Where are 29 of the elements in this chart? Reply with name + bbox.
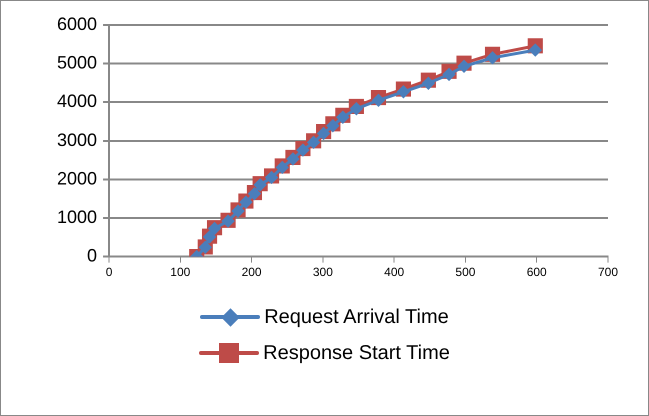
legend-label: Response Start Time	[263, 342, 450, 364]
y-tick-label: 2000	[56, 168, 98, 188]
x-tick-label: 500	[455, 265, 476, 280]
x-tick-label: 700	[598, 265, 618, 280]
x-tick-label: 0	[106, 265, 113, 280]
point	[317, 126, 330, 140]
point	[528, 44, 542, 57]
y-tick-label: 5000	[56, 52, 98, 73]
x-tick-label: 400	[384, 265, 404, 280]
point	[442, 68, 456, 81]
point	[350, 102, 363, 116]
point	[486, 51, 500, 64]
y-tick-label: 3000	[56, 130, 98, 150]
y-tick-label: 1000	[56, 206, 98, 227]
x-tick-label: 100	[170, 265, 191, 280]
y-tick-label: 0	[87, 246, 98, 266]
point	[458, 60, 471, 73]
point	[422, 76, 435, 90]
point	[296, 144, 310, 157]
legend-label: Request Arrival Time	[264, 306, 449, 328]
y-tick-label: 6000	[56, 14, 98, 34]
x-tick-label: 300	[312, 265, 334, 280]
point	[372, 94, 385, 107]
point	[336, 110, 350, 124]
x-tick-label: 600	[526, 265, 548, 280]
point	[396, 85, 410, 98]
y-tick-label: 4000	[56, 91, 98, 112]
point	[326, 119, 340, 132]
x-tick-label: 200	[242, 265, 262, 280]
